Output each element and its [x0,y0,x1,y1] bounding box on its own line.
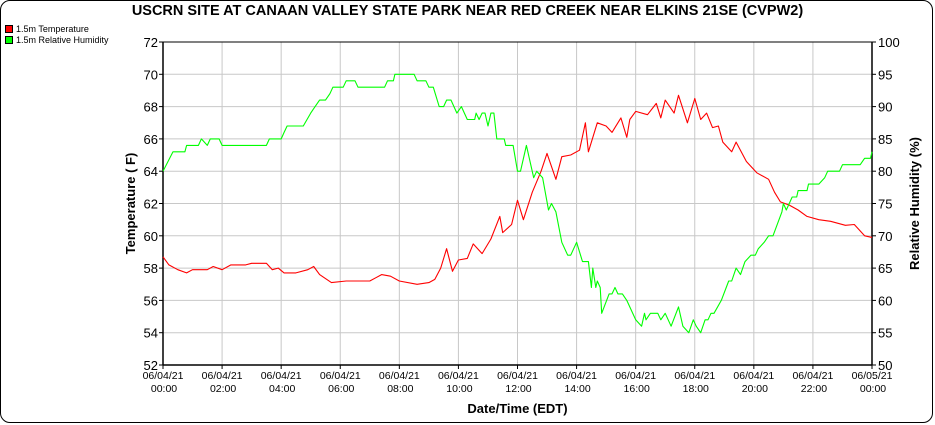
y-tick-label: 64 [144,164,158,179]
x-tick-label-date: 06/04/21 [733,370,774,382]
x-tick-label-date: 06/05/21 [852,370,893,382]
y-tick-label: 62 [144,197,158,212]
y2-tick-label: 80 [878,164,892,179]
x-tick-label-date: 06/04/21 [202,370,243,382]
y-tick-label: 56 [144,293,158,308]
x-tick-label-date: 06/04/21 [615,370,656,382]
y2-tick-label: 75 [878,197,892,212]
y2-tick-label: 100 [878,35,900,50]
x-tick-label-date: 06/04/21 [261,370,302,382]
y2-tick-label: 60 [878,293,892,308]
legend-item-temperature: 1.5m Temperature [5,24,89,34]
legend-label-temperature: 1.5m Temperature [16,24,89,34]
x-tick-label-time: 08:00 [387,383,413,395]
y2-tick-label: 90 [878,100,892,115]
y2-tick-label: 55 [878,326,892,341]
x-tick-label-date: 06/04/21 [143,370,184,382]
x-tick-label-time: 16:00 [624,383,650,395]
y-tick-label: 58 [144,261,158,276]
y-tick-label: 68 [144,100,158,115]
chart-title: USCRN SITE AT CANAAN VALLEY STATE PARK N… [131,3,804,19]
x-tick-label-date: 06/04/21 [556,370,597,382]
y-tick-label: 72 [144,35,158,50]
y-tick-label: 70 [144,67,158,82]
y-tick-label: 60 [144,229,158,244]
legend-swatch-green [5,36,13,44]
x-tick-label-time: 18:00 [683,383,709,395]
x-tick-label-date: 06/04/21 [438,370,479,382]
y2-tick-label: 85 [878,132,892,147]
legend-swatch-red [5,25,13,33]
temperature-line [162,94,873,285]
x-tick-label-time: 04:00 [269,383,295,395]
x-tick-label-date: 06/04/21 [674,370,715,382]
y-tick-label: 52 [144,358,158,373]
y2-tick-label: 65 [878,261,892,276]
y2-axis-label: Relative Humidity (%) [907,137,922,270]
humidity-line [162,73,873,334]
x-tick-label-date: 06/04/21 [497,370,538,382]
x-tick-label-time: 20:00 [742,383,768,395]
y2-tick-label: 95 [878,67,892,82]
x-tick-label-date: 06/04/21 [379,370,420,382]
y-tick-label: 54 [144,326,158,341]
x-tick-label-time: 12:00 [505,383,531,395]
x-tick-label-time: 00:00 [860,383,886,395]
y-axis-label: Temperature ( F) [123,153,138,255]
legend-item-humidity: 1.5m Relative Humidity [5,35,109,45]
y2-tick-label: 70 [878,229,892,244]
y-tick-label: 66 [144,132,158,147]
x-tick-label-date: 06/04/21 [792,370,833,382]
x-tick-label-time: 02:00 [210,383,236,395]
x-tick-label-time: 22:00 [801,383,827,395]
legend-label-humidity: 1.5m Relative Humidity [16,35,109,45]
x-tick-label-time: 06:00 [328,383,354,395]
x-tick-label-date: 06/04/21 [320,370,361,382]
x-tick-label-time: 00:00 [151,383,177,395]
y2-tick-label: 50 [878,358,892,373]
x-axis-label: Date/Time (EDT) [467,401,567,416]
x-tick-label-time: 10:00 [446,383,472,395]
x-tick-label-time: 14:00 [564,383,590,395]
